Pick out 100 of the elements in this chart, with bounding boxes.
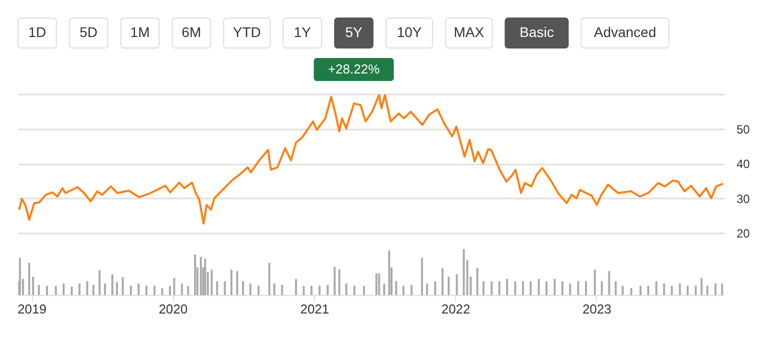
bar (388, 250, 390, 295)
bar (462, 249, 465, 295)
bar (130, 286, 132, 295)
bar (310, 286, 312, 295)
bar (678, 284, 681, 295)
bar (363, 286, 366, 295)
bar (249, 284, 252, 295)
category-label: 5Y (345, 24, 364, 40)
bar (194, 254, 196, 295)
bar (98, 270, 101, 295)
category-label: MAX (454, 24, 485, 40)
bar (569, 284, 572, 295)
bar (686, 286, 689, 295)
bar (216, 281, 218, 295)
bar (426, 284, 428, 295)
bar (230, 270, 232, 295)
y-tick-label: 20 (736, 226, 750, 240)
bar (92, 284, 94, 295)
bar (111, 274, 114, 295)
bar (86, 281, 88, 295)
category-label: Advanced (594, 24, 656, 40)
bar (334, 266, 336, 295)
x-tick-label: 2021 (300, 302, 330, 316)
bar (655, 281, 658, 295)
bar (32, 276, 34, 295)
x-tick-label: 2022 (441, 302, 470, 316)
x-tick-label: 2019 (18, 302, 46, 316)
bar (122, 277, 124, 295)
bar (700, 278, 703, 295)
bar (173, 278, 176, 295)
bar (180, 284, 183, 295)
bar (138, 284, 140, 295)
bar (522, 281, 524, 295)
bar (721, 284, 724, 295)
bar (714, 284, 716, 295)
bar (161, 288, 164, 295)
bar (600, 281, 603, 295)
text: +28.22% (328, 62, 380, 76)
bar (257, 286, 260, 295)
y-tick-label: 50 (736, 122, 750, 136)
bar (104, 284, 106, 295)
bar (210, 270, 213, 295)
bar (554, 278, 556, 295)
bar (224, 281, 226, 295)
bar (18, 258, 21, 295)
bar (273, 284, 276, 295)
category-label: 5D (80, 24, 98, 40)
bar (476, 268, 478, 295)
bar (294, 278, 297, 295)
y-tick-label: 30 (736, 192, 750, 206)
bar (410, 284, 413, 295)
y-tick-label: 40 (736, 157, 750, 171)
bar (345, 284, 348, 295)
bar (38, 284, 40, 295)
bar (236, 271, 238, 295)
bar (200, 256, 202, 295)
bar (490, 281, 493, 295)
bar (70, 286, 73, 295)
bar (46, 286, 48, 295)
category-label: 1Y (294, 24, 312, 40)
bar (622, 286, 624, 295)
bar (78, 284, 80, 295)
bar (561, 281, 564, 295)
bar (421, 258, 424, 295)
bar (448, 276, 450, 295)
bar (62, 284, 65, 295)
category-label: 1M (130, 24, 150, 40)
bar (187, 286, 190, 295)
bar (168, 286, 171, 295)
bar (302, 286, 305, 295)
bar (630, 288, 632, 295)
bar (338, 269, 340, 295)
bar (706, 286, 708, 295)
bar (402, 286, 404, 295)
bar (353, 286, 356, 295)
bar (204, 258, 206, 295)
category-label: Basic (520, 24, 554, 40)
bar (116, 282, 118, 295)
bar (482, 281, 485, 295)
bar (318, 286, 321, 295)
bar (28, 262, 30, 295)
bar (498, 281, 500, 295)
bar (639, 286, 642, 295)
bar (614, 281, 617, 295)
bar (434, 281, 436, 295)
bar (694, 286, 697, 295)
bar (281, 284, 284, 295)
bar (577, 281, 580, 295)
bar (456, 274, 458, 295)
bar (242, 281, 244, 295)
bar (268, 262, 270, 295)
bar (54, 286, 57, 295)
bar (395, 281, 398, 295)
bar (530, 281, 532, 295)
category-label: YTD (232, 24, 261, 40)
category-label: 1D (28, 24, 46, 40)
bar (647, 286, 650, 295)
category-label: 10Y (396, 24, 422, 40)
bar (378, 273, 380, 295)
bar (670, 286, 673, 295)
